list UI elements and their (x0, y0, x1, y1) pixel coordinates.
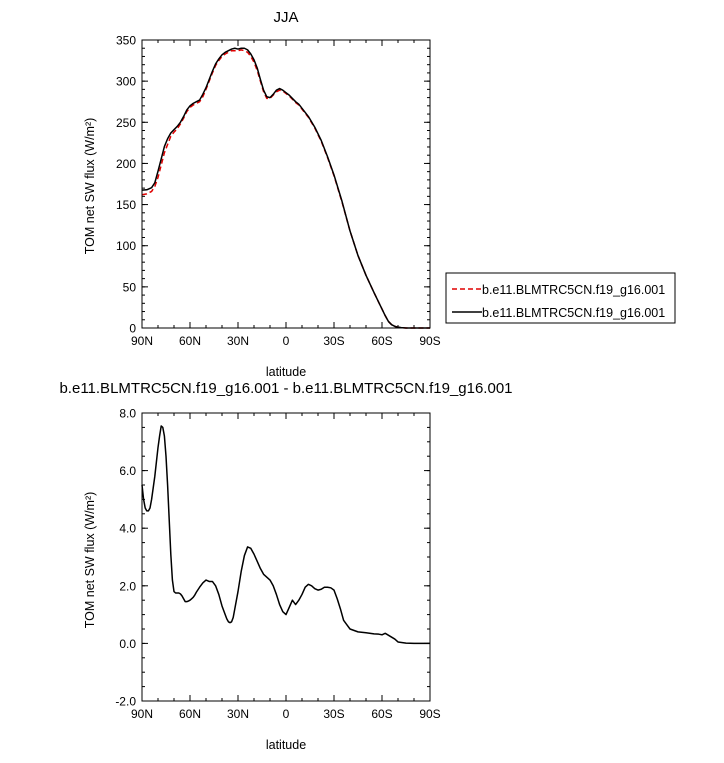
top-axis-ticks: 90N 60N 30N 0 30S 60S 90S 0 50 100 150 200 250 300 350 (116, 34, 441, 349)
top-x-tick-label: 90S (419, 334, 440, 348)
top-series-line-0 (141, 49, 430, 329)
top-y-tick-label: 0 (129, 322, 136, 336)
top-x-tick-label: 30N (227, 334, 249, 348)
legend-entry-1: b.e11.BLMTRC5CN.f19_g16.001 (482, 306, 665, 320)
bottom-y-tick-label: 6.0 (119, 464, 136, 478)
bottom-y-tick-label: 8.0 (119, 407, 136, 421)
bottom-x-tick-label: 90N (131, 707, 153, 721)
top-x-tick-label: 30S (323, 334, 344, 348)
top-y-axis-title: TOM net SW flux (W/m²) (83, 118, 97, 255)
top-chart-title: JJA (273, 9, 298, 26)
top-plot-frame (141, 39, 431, 329)
top-y-tick-label: 250 (116, 116, 136, 130)
top-y-tick-label: 100 (116, 239, 136, 253)
bottom-y-tick-label: -2.0 (115, 695, 136, 709)
top-panel: JJA latitude TOM net SW flux (W/m²) 90N 6… (83, 9, 441, 379)
bottom-y-tick-label: 4.0 (119, 522, 136, 536)
top-x-tick-label: 0 (283, 334, 290, 348)
top-x-tick-label: 60S (371, 334, 392, 348)
bottom-y-axis-title: TOM net SW flux (W/m²) (83, 492, 97, 629)
bottom-y-tick-label: 2.0 (119, 579, 136, 593)
legend: b.e11.BLMTRC5CN.f19_g16.001 b.e11.BLMTRC… (445, 272, 676, 324)
bottom-x-tick-label: 0 (283, 707, 290, 721)
bottom-x-tick-label: 30S (323, 707, 344, 721)
top-y-tick-label: 350 (116, 34, 136, 48)
top-series-lines (141, 47, 430, 329)
top-y-tick-label: 50 (123, 280, 137, 294)
top-x-tick-label: 60N (179, 334, 201, 348)
top-series-line-1 (141, 47, 430, 329)
bottom-y-tick-label: 0.0 (119, 637, 136, 651)
bottom-x-tick-label: 90S (419, 707, 440, 721)
top-x-tick-label: 90N (131, 334, 153, 348)
bottom-x-tick-label: 60S (371, 707, 392, 721)
bottom-axis-ticks: 90N 60N 30N 0 30S 60S 90S -2.0 0.0 2.0 4.0 6.0 8.0 (115, 407, 440, 722)
top-y-tick-label: 200 (116, 157, 136, 171)
top-x-axis-title: latitude (266, 365, 306, 379)
bottom-x-axis-title: latitude (266, 738, 306, 752)
bottom-x-tick-label: 30N (227, 707, 249, 721)
bottom-series-line-0 (141, 425, 430, 645)
top-y-tick-label: 300 (116, 75, 136, 89)
bottom-series-lines (141, 425, 430, 645)
legend-box (445, 272, 676, 324)
bottom-plot-frame (141, 412, 431, 702)
bottom-chart-title: b.e11.BLMTRC5CN.f19_g16.001 - b.e11.BLMT… (59, 380, 512, 397)
legend-entry-0: b.e11.BLMTRC5CN.f19_g16.001 (482, 283, 665, 297)
bottom-x-tick-label: 60N (179, 707, 201, 721)
bottom-panel: b.e11.BLMTRC5CN.f19_g16.001 - b.e11.BLMT… (59, 380, 512, 752)
top-y-tick-label: 150 (116, 198, 136, 212)
